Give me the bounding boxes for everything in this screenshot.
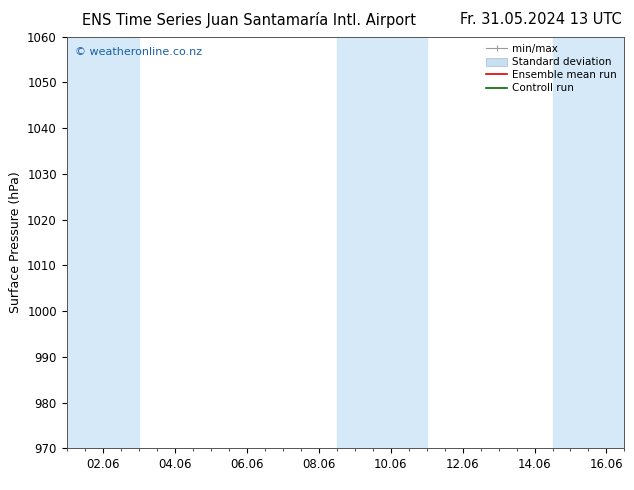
- Y-axis label: Surface Pressure (hPa): Surface Pressure (hPa): [8, 172, 22, 314]
- Legend: min/max, Standard deviation, Ensemble mean run, Controll run: min/max, Standard deviation, Ensemble me…: [482, 40, 621, 98]
- Text: © weatheronline.co.nz: © weatheronline.co.nz: [75, 47, 202, 57]
- Bar: [67, 37, 139, 448]
- Text: Fr. 31.05.2024 13 UTC: Fr. 31.05.2024 13 UTC: [460, 12, 621, 27]
- Bar: [552, 37, 624, 448]
- Text: ENS Time Series Juan Santamaría Intl. Airport: ENS Time Series Juan Santamaría Intl. Ai…: [82, 12, 417, 28]
- Bar: [337, 37, 427, 448]
